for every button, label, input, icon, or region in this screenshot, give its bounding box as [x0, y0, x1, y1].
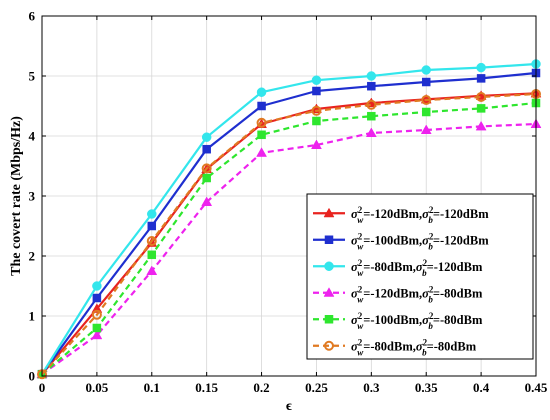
triangle-marker	[91, 329, 103, 340]
legend-label: σ2 w=-80dBm,σ2 b=-80dBm	[351, 337, 477, 357]
square-marker	[324, 235, 334, 244]
y-tick-label: 0	[29, 369, 36, 384]
circle-marker	[421, 65, 431, 75]
legend-box	[306, 193, 534, 360]
triangle-marker	[475, 120, 487, 131]
y-axis-label: The covert rate (Mbps/Hz)	[9, 116, 24, 276]
square-marker	[421, 107, 431, 117]
circle-marker	[311, 75, 322, 85]
triangle-marker	[256, 147, 267, 157]
x-axis-ticks: 0 0.05 0.1 0.15 0.2 0.25 0.3 0.35 0.4 0.45	[39, 16, 548, 395]
legend: σ2 w=-120dBm,σ2 b=-120dBm σ2 w=-100dBm,σ2 b=-…	[306, 193, 534, 360]
triangle-marker	[323, 287, 335, 297]
x-tick-label: 0.4	[473, 380, 490, 395]
square-marker	[92, 293, 102, 303]
legend-entry: σ2 w=-80dBm,σ2 b=-80dBm	[313, 337, 477, 357]
open-circle-marker	[201, 163, 212, 174]
legend-entry: σ2 w=-120dBm,σ2 b=-120dBm	[313, 205, 489, 225]
legend-entry: σ2 w=-120dBm,σ2 b=-80dBm	[313, 284, 483, 304]
triangle-marker	[201, 196, 213, 206]
legend-entry: σ2 w=-100dBm,σ2 b=-120dBm	[313, 231, 489, 251]
y-tick-label: 5	[29, 69, 36, 84]
circle-marker	[366, 71, 377, 81]
circle-marker	[476, 62, 486, 73]
square-marker	[92, 323, 102, 333]
x-tick-label: 0.25	[305, 380, 328, 395]
series-line	[41, 122, 537, 376]
open-circle-marker	[91, 309, 102, 320]
square-marker	[367, 81, 376, 91]
circle-marker	[256, 87, 267, 97]
square-marker	[312, 116, 321, 126]
y-tick-label: 6	[29, 9, 36, 24]
open-circle-marker	[366, 99, 377, 110]
x-tick-label: 0	[39, 380, 46, 395]
square-marker	[202, 144, 211, 154]
y-axis-ticks: 0 1 2 3 4 5 6	[29, 9, 536, 384]
square-marker	[421, 77, 431, 87]
y-tick-label: 1	[29, 309, 36, 324]
series-line	[41, 62, 537, 375]
open-circle-marker	[256, 117, 267, 128]
open-circle-marker	[311, 105, 322, 116]
x-axis-label: ϵ	[286, 399, 292, 414]
legend-label: σ2 w=-100dBm,σ2 b=-80dBm	[351, 311, 483, 331]
square-marker	[476, 104, 486, 113]
square-marker	[476, 74, 486, 83]
triangle-marker	[420, 124, 432, 134]
triangle-marker	[323, 207, 335, 218]
open-circle-marker	[324, 340, 334, 351]
x-tick-label: 0.05	[86, 380, 109, 395]
circle-marker	[201, 132, 212, 142]
series-4	[37, 98, 541, 379]
x-tick-label: 0.45	[525, 380, 548, 395]
open-circle-marker	[146, 236, 157, 246]
legend-entry: σ2 w=-80dBm,σ2 b=-120dBm	[313, 258, 483, 278]
series-line	[41, 101, 537, 376]
open-circle-marker	[421, 95, 432, 105]
triangle-marker	[146, 265, 158, 275]
x-tick-label: 0.1	[144, 380, 160, 395]
x-tick-label: 0.3	[363, 380, 380, 395]
square-marker	[202, 173, 211, 183]
legend-label: σ2 w=-120dBm,σ2 b=-120dBm	[351, 205, 489, 225]
series-line	[41, 92, 537, 375]
square-marker	[312, 86, 321, 96]
y-tick-label: 3	[29, 189, 36, 204]
legend-label: σ2 w=-80dBm,σ2 b=-120dBm	[351, 258, 483, 278]
circle-marker	[92, 281, 102, 291]
x-tick-label: 0.35	[415, 380, 438, 395]
square-marker	[257, 101, 266, 111]
x-tick-label: 0.2	[253, 380, 269, 395]
square-marker	[147, 250, 157, 260]
legend-label: σ2 w=-100dBm,σ2 b=-120dBm	[351, 231, 489, 251]
legend-label: σ2 w=-120dBm,σ2 b=-80dBm	[351, 284, 483, 304]
legend-entry: σ2 w=-100dBm,σ2 b=-80dBm	[313, 311, 483, 331]
triangle-marker	[311, 139, 322, 149]
square-marker	[324, 315, 334, 324]
triangle-marker	[365, 127, 377, 137]
square-marker	[257, 130, 266, 140]
y-tick-label: 4	[29, 129, 36, 144]
series-2	[37, 59, 541, 379]
x-tick-label: 0.15	[195, 380, 218, 395]
y-tick-label: 2	[29, 249, 36, 264]
series-line	[41, 71, 537, 375]
open-circle-marker	[476, 92, 487, 102]
square-marker	[367, 111, 376, 121]
circle-marker	[147, 209, 157, 219]
square-marker	[147, 221, 157, 231]
circle-marker	[324, 261, 334, 271]
